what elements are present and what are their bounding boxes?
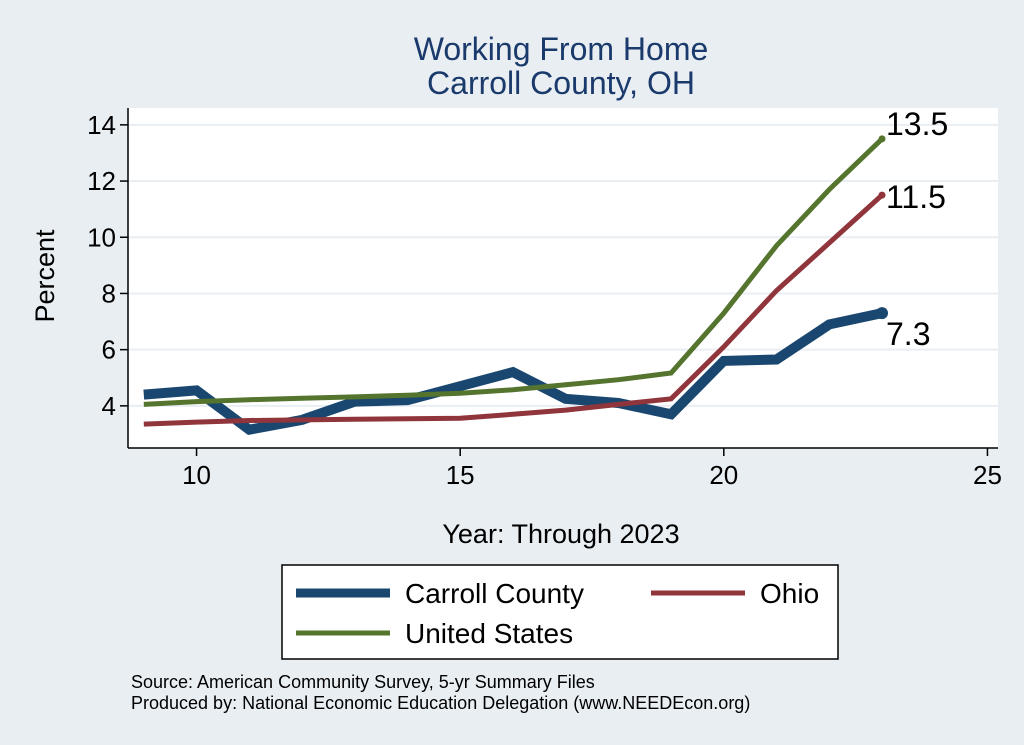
end-labels: 7.3 11.5 13.5 [886,106,948,352]
chart-title: Working From Home [414,31,709,67]
series-line-ohio [143,193,884,427]
end-label-ohio: 11.5 [886,179,946,215]
legend: Carroll County Ohio United States [281,564,839,660]
y-tick-label: 6 [102,335,116,365]
series-line-united-states [143,137,884,407]
x-tick-label: 25 [973,460,1002,490]
chart-subtitle: Carroll County, OH [427,65,695,101]
x-tick-label: 10 [182,460,211,490]
x-tick-label: 15 [446,460,475,490]
y-axis-title: Percent [30,229,60,323]
end-label-carroll-county: 7.3 [886,316,930,352]
legend-label-united-states: United States [405,618,573,649]
y-tick-label: 4 [102,391,116,421]
y-tick-label: 12 [87,166,116,196]
legend-box [281,564,839,660]
y-tick-label: 10 [87,222,116,252]
legend-label-ohio: Ohio [760,578,819,609]
gridlines [128,123,998,407]
x-axis-title: Year: Through 2023 [442,519,679,549]
x-tick-label: 20 [709,460,738,490]
axes: 4 6 8 10 12 14 10 15 20 25 [87,108,1002,490]
producer-note: Produced by: National Economic Education… [131,693,750,713]
series-endpoint-united-states [878,135,886,143]
series-lines [143,135,888,436]
legend-label-carroll-county: Carroll County [405,578,584,609]
series-endpoint-ohio [878,191,886,199]
y-tick-label: 14 [87,110,116,140]
series-line-carroll-county [143,308,884,436]
end-label-united-states: 13.5 [886,106,948,142]
y-tick-label: 8 [102,278,116,308]
source-note: Source: American Community Survey, 5-yr … [131,672,595,692]
series-endpoint-carroll-county [876,307,888,320]
